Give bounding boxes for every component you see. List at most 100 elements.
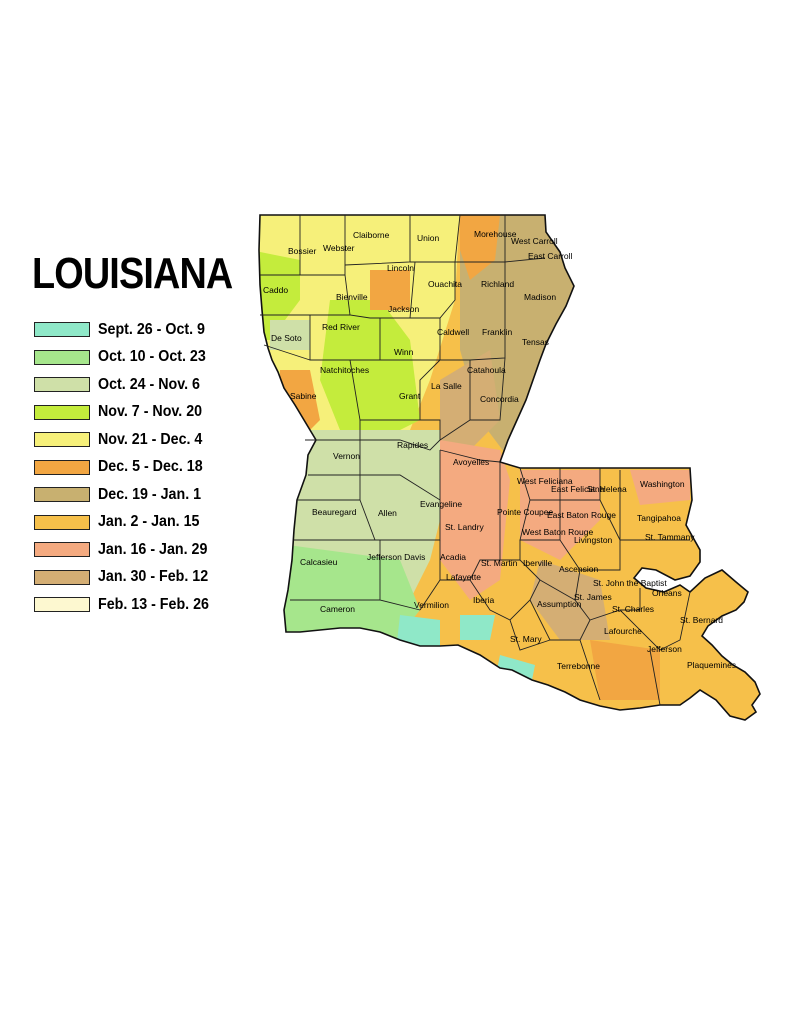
parish-label: Livingston bbox=[574, 535, 613, 545]
legend-item: Sept. 26 - Oct. 9 bbox=[34, 316, 219, 344]
parish-label: Iberville bbox=[523, 558, 553, 568]
legend-item: Nov. 21 - Dec. 4 bbox=[34, 426, 219, 454]
legend-item: Dec. 19 - Jan. 1 bbox=[34, 481, 219, 509]
legend-swatch bbox=[34, 432, 90, 448]
parish-label: St. Landry bbox=[445, 522, 484, 532]
parish-label: Calcasieu bbox=[300, 557, 338, 567]
parish-label: Acadia bbox=[440, 552, 466, 562]
parish-label: Jefferson Davis bbox=[367, 552, 425, 562]
zone-dec-5 bbox=[590, 640, 660, 700]
legend-item: Oct. 10 - Oct. 23 bbox=[34, 344, 219, 372]
parish-label: St. Martin bbox=[481, 558, 518, 568]
parish-label: St. James bbox=[574, 592, 612, 602]
parish-label: Morehouse bbox=[474, 229, 517, 239]
legend-label: Jan. 16 - Jan. 29 bbox=[98, 540, 208, 558]
legend-label: Jan. 30 - Feb. 12 bbox=[98, 568, 209, 586]
zone-jan-16 bbox=[630, 470, 690, 505]
legend-swatch bbox=[34, 542, 90, 558]
legend-label: Sept. 26 - Oct. 9 bbox=[98, 320, 205, 338]
legend-label: Oct. 10 - Oct. 23 bbox=[98, 348, 206, 366]
parish-label: St. Helena bbox=[587, 484, 627, 494]
parish-label: Bossier bbox=[288, 246, 317, 256]
parish-label: Rapides bbox=[397, 440, 428, 450]
parish-label: Ascension bbox=[559, 564, 598, 574]
parish-label: Assumption bbox=[537, 599, 582, 609]
zone-dec-5 bbox=[460, 215, 500, 280]
parish-label: Beauregard bbox=[312, 507, 357, 517]
legend-label: Oct. 24 - Nov. 6 bbox=[98, 375, 200, 393]
parish-label: Caldwell bbox=[437, 327, 469, 337]
zone-nov-7 bbox=[320, 300, 420, 440]
parish-label: West Baton Rouge bbox=[522, 527, 593, 537]
parish-label: Catahoula bbox=[467, 365, 506, 375]
parish-label: Bienville bbox=[336, 292, 368, 302]
legend-item: Feb. 13 - Feb. 26 bbox=[34, 591, 219, 619]
parish-label: Orleans bbox=[652, 588, 682, 598]
parish-label: Caddo bbox=[263, 285, 288, 295]
parish-label: Lincoln bbox=[387, 263, 414, 273]
legend-swatch bbox=[34, 377, 90, 393]
parish-label: Jackson bbox=[388, 304, 419, 314]
parish-label: St. John the Baptist bbox=[593, 578, 667, 588]
legend-swatch bbox=[34, 514, 90, 530]
legend-swatch bbox=[34, 349, 90, 365]
parish-label: East Baton Rouge bbox=[547, 510, 616, 520]
legend-label: Jan. 2 - Jan. 15 bbox=[98, 513, 200, 531]
legend-label: Nov. 21 - Dec. 4 bbox=[98, 430, 203, 448]
map-title: LOUISIANA bbox=[32, 249, 233, 298]
parish-boundaries bbox=[260, 214, 691, 706]
parish-label: Iberia bbox=[473, 595, 495, 605]
legend-swatch bbox=[34, 597, 90, 613]
legend-swatch bbox=[34, 487, 90, 503]
legend-item: Jan. 30 - Feb. 12 bbox=[34, 564, 219, 592]
parish-label: Grant bbox=[399, 391, 421, 401]
parish-label: Concordia bbox=[480, 394, 519, 404]
legend-item: Nov. 7 - Nov. 20 bbox=[34, 399, 219, 427]
parish-label: La Salle bbox=[431, 381, 462, 391]
parish-label: Washington bbox=[640, 479, 685, 489]
legend-item: Jan. 2 - Jan. 15 bbox=[34, 509, 219, 537]
parish-label: Sabine bbox=[290, 391, 317, 401]
parish-labels: Claiborne Union Morehouse West Carroll E… bbox=[263, 229, 736, 671]
parish-label: Lafayette bbox=[446, 572, 481, 582]
parish-label: Madison bbox=[524, 292, 556, 302]
zone-sept-26 bbox=[395, 615, 440, 660]
legend-swatch bbox=[34, 459, 90, 475]
parish-label: Cameron bbox=[320, 604, 355, 614]
legend-label: Dec. 5 - Dec. 18 bbox=[98, 458, 203, 476]
legend-label: Feb. 13 - Feb. 26 bbox=[98, 595, 209, 613]
zone-sept-26 bbox=[460, 615, 495, 640]
parish-label: East Carroll bbox=[528, 251, 573, 261]
parish-label: Evangeline bbox=[420, 499, 462, 509]
legend-item: Jan. 16 - Jan. 29 bbox=[34, 536, 219, 564]
legend-swatch bbox=[34, 404, 90, 420]
parish-label: Red River bbox=[322, 322, 360, 332]
parish-label: West Carroll bbox=[511, 236, 558, 246]
parish-label: Allen bbox=[378, 508, 397, 518]
parish-label: Tangipahoa bbox=[637, 513, 681, 523]
parish-label: Franklin bbox=[482, 327, 513, 337]
parish-label: St. Mary bbox=[510, 634, 542, 644]
parish-label: Richland bbox=[481, 279, 514, 289]
legend-swatch bbox=[34, 569, 90, 585]
parish-label: Tensas bbox=[522, 337, 549, 347]
zone-dec-5 bbox=[370, 270, 410, 310]
parish-label: St. Tammany bbox=[645, 532, 695, 542]
legend: Sept. 26 - Oct. 9 Oct. 10 - Oct. 23 Oct.… bbox=[34, 316, 219, 619]
parish-label: Ouachita bbox=[428, 279, 462, 289]
parish-label: Terrebonne bbox=[557, 661, 600, 671]
legend-item: Dec. 5 - Dec. 18 bbox=[34, 454, 219, 482]
parish-label: Lafourche bbox=[604, 626, 642, 636]
parish-label: Vernon bbox=[333, 451, 360, 461]
legend-item: Oct. 24 - Nov. 6 bbox=[34, 371, 219, 399]
legend-label: Dec. 19 - Jan. 1 bbox=[98, 485, 202, 503]
parish-label: De Soto bbox=[271, 333, 302, 343]
parish-label: St. Bernard bbox=[680, 615, 723, 625]
parish-label: Claiborne bbox=[353, 230, 390, 240]
parish-label: Jefferson bbox=[647, 644, 682, 654]
parish-label: Webster bbox=[323, 243, 355, 253]
parish-label: Pointe Coupee bbox=[497, 507, 554, 517]
legend-swatch bbox=[34, 322, 90, 338]
parish-label: Winn bbox=[394, 347, 414, 357]
